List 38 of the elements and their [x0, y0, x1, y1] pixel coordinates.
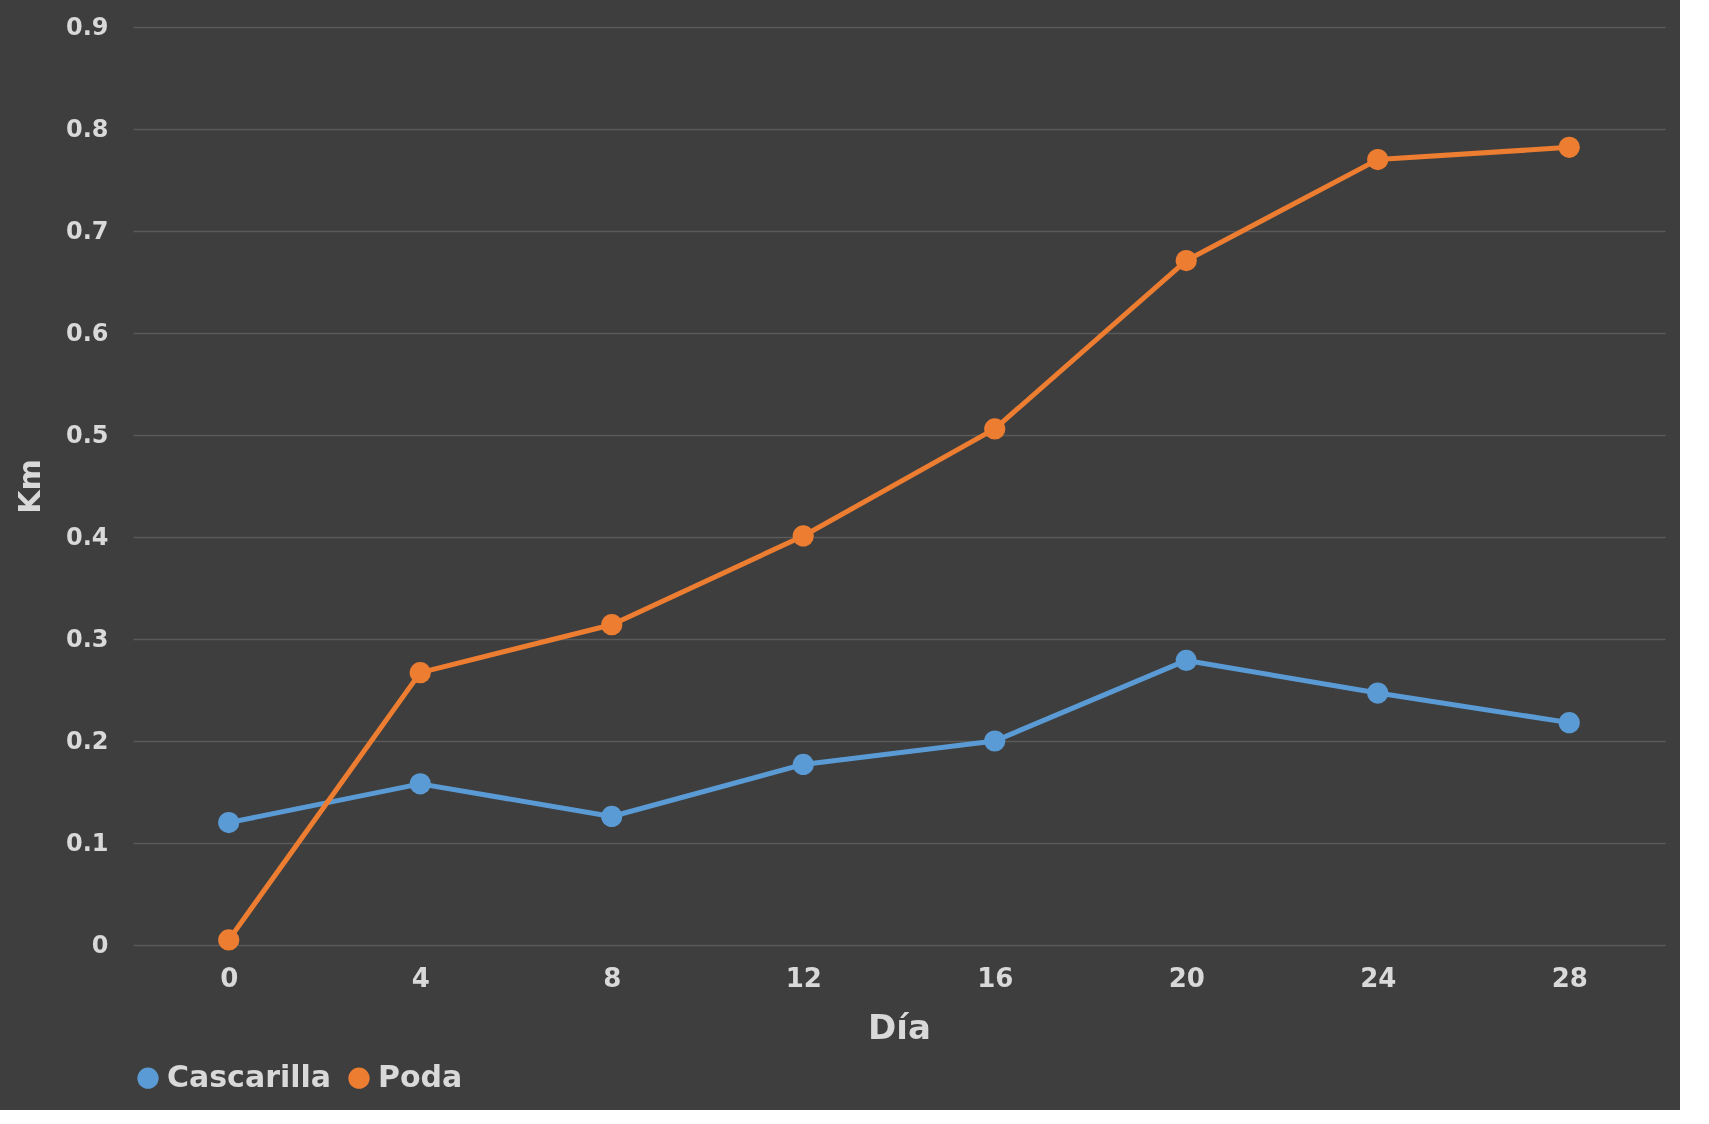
point [601, 805, 623, 828]
x-tick-label: 8 [603, 962, 622, 993]
y-tick-label: 0.3 [65, 624, 109, 653]
x-tick-label: 12 [785, 962, 822, 993]
x-tick-label: 24 [1360, 962, 1397, 993]
point [984, 418, 1006, 440]
point [1558, 136, 1580, 158]
point [792, 753, 814, 776]
legend-label: Poda [378, 1059, 463, 1095]
y-tick-label: 0.9 [65, 12, 109, 41]
point [409, 662, 431, 684]
point [1367, 682, 1389, 704]
y-axis-title: Km [11, 459, 47, 514]
y-tick-label: 0.8 [65, 114, 109, 143]
x-tick-label: 4 [411, 962, 430, 993]
point [218, 812, 240, 834]
point [218, 929, 240, 951]
x-tick-label: 20 [1168, 962, 1205, 993]
y-tick-label: 0.6 [65, 318, 109, 347]
x-tick-label: 0 [220, 962, 239, 993]
x-axis-title: Día [868, 1006, 931, 1047]
y-tick-label: 0.7 [65, 216, 109, 245]
x-tick-label: 16 [977, 962, 1014, 993]
y-tick-label: 0.2 [65, 726, 109, 755]
point [1175, 249, 1197, 272]
x-tick-label: 28 [1551, 962, 1588, 993]
point [1367, 149, 1389, 171]
y-tick-label: 0 [91, 930, 109, 959]
point [984, 730, 1006, 752]
point [1175, 649, 1197, 672]
y-tick-label: 0.4 [65, 522, 109, 551]
y-tick-label: 0.5 [65, 420, 109, 449]
legend-label: Cascarilla [167, 1059, 332, 1095]
y-tick-label: 0.1 [65, 828, 109, 857]
point [601, 614, 623, 636]
point [1558, 712, 1580, 734]
point [792, 525, 814, 547]
point [409, 773, 431, 795]
